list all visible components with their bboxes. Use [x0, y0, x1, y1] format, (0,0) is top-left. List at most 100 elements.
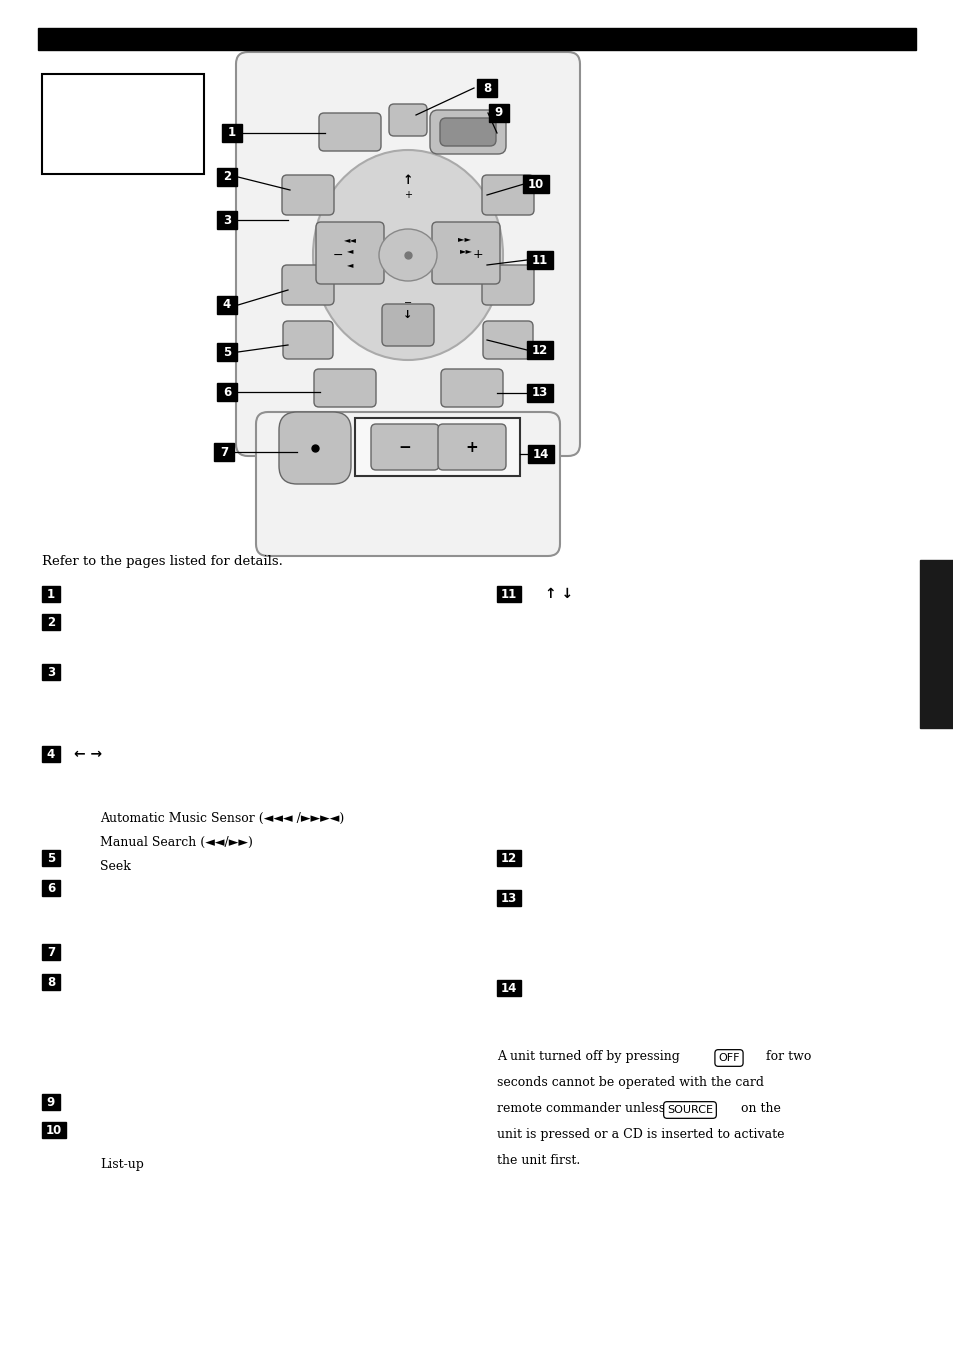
Bar [42, 585, 60, 602]
Text: +: + [472, 249, 483, 261]
Bar [42, 973, 60, 990]
Bar [42, 880, 60, 896]
Text: A unit turned off by pressing: A unit turned off by pressing [497, 1051, 683, 1063]
Text: 3: 3 [223, 214, 231, 227]
Text: Refer to the pages listed for details.: Refer to the pages listed for details. [42, 556, 283, 568]
FancyBboxPatch shape [314, 369, 375, 407]
Text: 13: 13 [532, 387, 548, 399]
Text: 11: 11 [500, 588, 517, 600]
Bar [42, 944, 60, 960]
Text: −: − [403, 297, 412, 308]
Text: 2: 2 [223, 170, 231, 184]
Bar [497, 850, 520, 867]
Bar [522, 174, 548, 193]
Bar [42, 1094, 60, 1110]
FancyBboxPatch shape [439, 118, 496, 146]
Bar [489, 104, 509, 122]
Text: Automatic Music Sensor (◄◄◄ /►►►◄): Automatic Music Sensor (◄◄◄ /►►►◄) [100, 813, 344, 825]
Text: −: − [333, 249, 343, 261]
Text: 6: 6 [47, 882, 55, 895]
Ellipse shape [378, 228, 436, 281]
FancyBboxPatch shape [440, 369, 502, 407]
Text: List-up: List-up [100, 1159, 144, 1171]
Text: ◄◄
◄: ◄◄ ◄ [343, 235, 356, 254]
Bar [42, 664, 60, 680]
Bar [216, 296, 236, 314]
Text: ►► 
►►: ►► ►► [457, 235, 474, 254]
Text: Seek: Seek [100, 860, 131, 873]
Text: 10: 10 [46, 1124, 62, 1137]
FancyBboxPatch shape [278, 412, 351, 484]
Text: 9: 9 [47, 1095, 55, 1109]
Bar [42, 1122, 66, 1138]
Bar [213, 443, 233, 461]
Text: 14: 14 [533, 448, 549, 461]
Bar [476, 78, 497, 97]
Bar [355, 418, 519, 476]
Text: 6: 6 [223, 385, 231, 399]
Bar [216, 168, 236, 187]
Text: 7: 7 [220, 446, 228, 458]
Bar [42, 74, 204, 174]
FancyBboxPatch shape [371, 425, 438, 470]
Text: 1: 1 [228, 127, 235, 139]
Text: 7: 7 [47, 945, 55, 959]
Text: ↑ ↓: ↑ ↓ [544, 587, 573, 602]
FancyBboxPatch shape [481, 265, 534, 306]
FancyBboxPatch shape [389, 104, 427, 137]
FancyBboxPatch shape [482, 320, 533, 360]
Text: 3: 3 [47, 665, 55, 679]
FancyBboxPatch shape [235, 51, 579, 456]
FancyBboxPatch shape [282, 265, 334, 306]
Bar [216, 343, 236, 361]
Bar [527, 445, 554, 462]
Text: −: − [398, 439, 411, 454]
Bar [42, 850, 60, 867]
Bar [42, 746, 60, 763]
Text: for two: for two [761, 1051, 810, 1063]
Text: SOURCE: SOURCE [666, 1105, 712, 1115]
Text: +: + [465, 439, 477, 454]
Text: 8: 8 [47, 976, 55, 988]
Bar [222, 124, 242, 142]
Bar [526, 384, 553, 402]
Text: 9: 9 [495, 107, 502, 119]
FancyBboxPatch shape [381, 304, 434, 346]
Text: 4: 4 [47, 748, 55, 760]
Text: 12: 12 [500, 852, 517, 864]
Text: 11: 11 [532, 254, 548, 266]
Text: seconds cannot be operated with the card: seconds cannot be operated with the card [497, 1076, 763, 1088]
FancyBboxPatch shape [283, 320, 333, 360]
Text: on the: on the [737, 1102, 781, 1115]
FancyBboxPatch shape [315, 222, 384, 284]
Text: +: + [403, 191, 412, 200]
Text: Manual Search (◄◄/►►): Manual Search (◄◄/►►) [100, 836, 253, 849]
Bar [497, 980, 520, 996]
Text: ↓: ↓ [403, 310, 413, 320]
Text: 1: 1 [47, 588, 55, 600]
Text: unit is pressed or a CD is inserted to activate: unit is pressed or a CD is inserted to a… [497, 1128, 783, 1141]
Bar [919, 560, 953, 727]
FancyBboxPatch shape [432, 222, 499, 284]
Text: 2: 2 [47, 615, 55, 629]
Text: ← →: ← → [74, 748, 102, 761]
FancyBboxPatch shape [481, 174, 534, 215]
Text: 10: 10 [527, 177, 543, 191]
Text: remote commander unless: remote commander unless [497, 1102, 668, 1115]
Text: 8: 8 [482, 81, 491, 95]
Text: OFF: OFF [718, 1053, 739, 1063]
FancyBboxPatch shape [318, 114, 380, 151]
Bar [38, 28, 915, 50]
Text: ↑: ↑ [402, 173, 413, 187]
Text: ◄: ◄ [346, 261, 353, 269]
FancyBboxPatch shape [255, 412, 559, 556]
Text: 4: 4 [223, 299, 231, 311]
FancyBboxPatch shape [437, 425, 505, 470]
FancyBboxPatch shape [282, 174, 334, 215]
Text: the unit first.: the unit first. [497, 1155, 579, 1167]
FancyBboxPatch shape [430, 110, 505, 154]
Bar [526, 341, 553, 360]
Ellipse shape [313, 150, 502, 360]
Text: 13: 13 [500, 891, 517, 904]
Bar [526, 251, 553, 269]
